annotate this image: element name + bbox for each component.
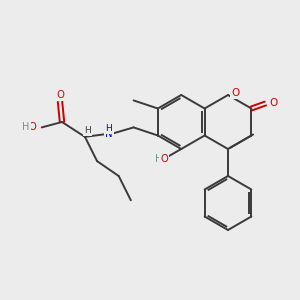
Text: H: H (85, 126, 91, 135)
Text: O: O (160, 154, 168, 164)
Text: O: O (29, 122, 37, 132)
Text: N: N (105, 129, 112, 139)
Text: O: O (269, 98, 278, 109)
Text: O: O (56, 90, 64, 100)
Text: O: O (231, 88, 239, 98)
Text: H: H (22, 122, 29, 132)
Text: H: H (154, 154, 162, 164)
Text: H: H (105, 124, 112, 133)
